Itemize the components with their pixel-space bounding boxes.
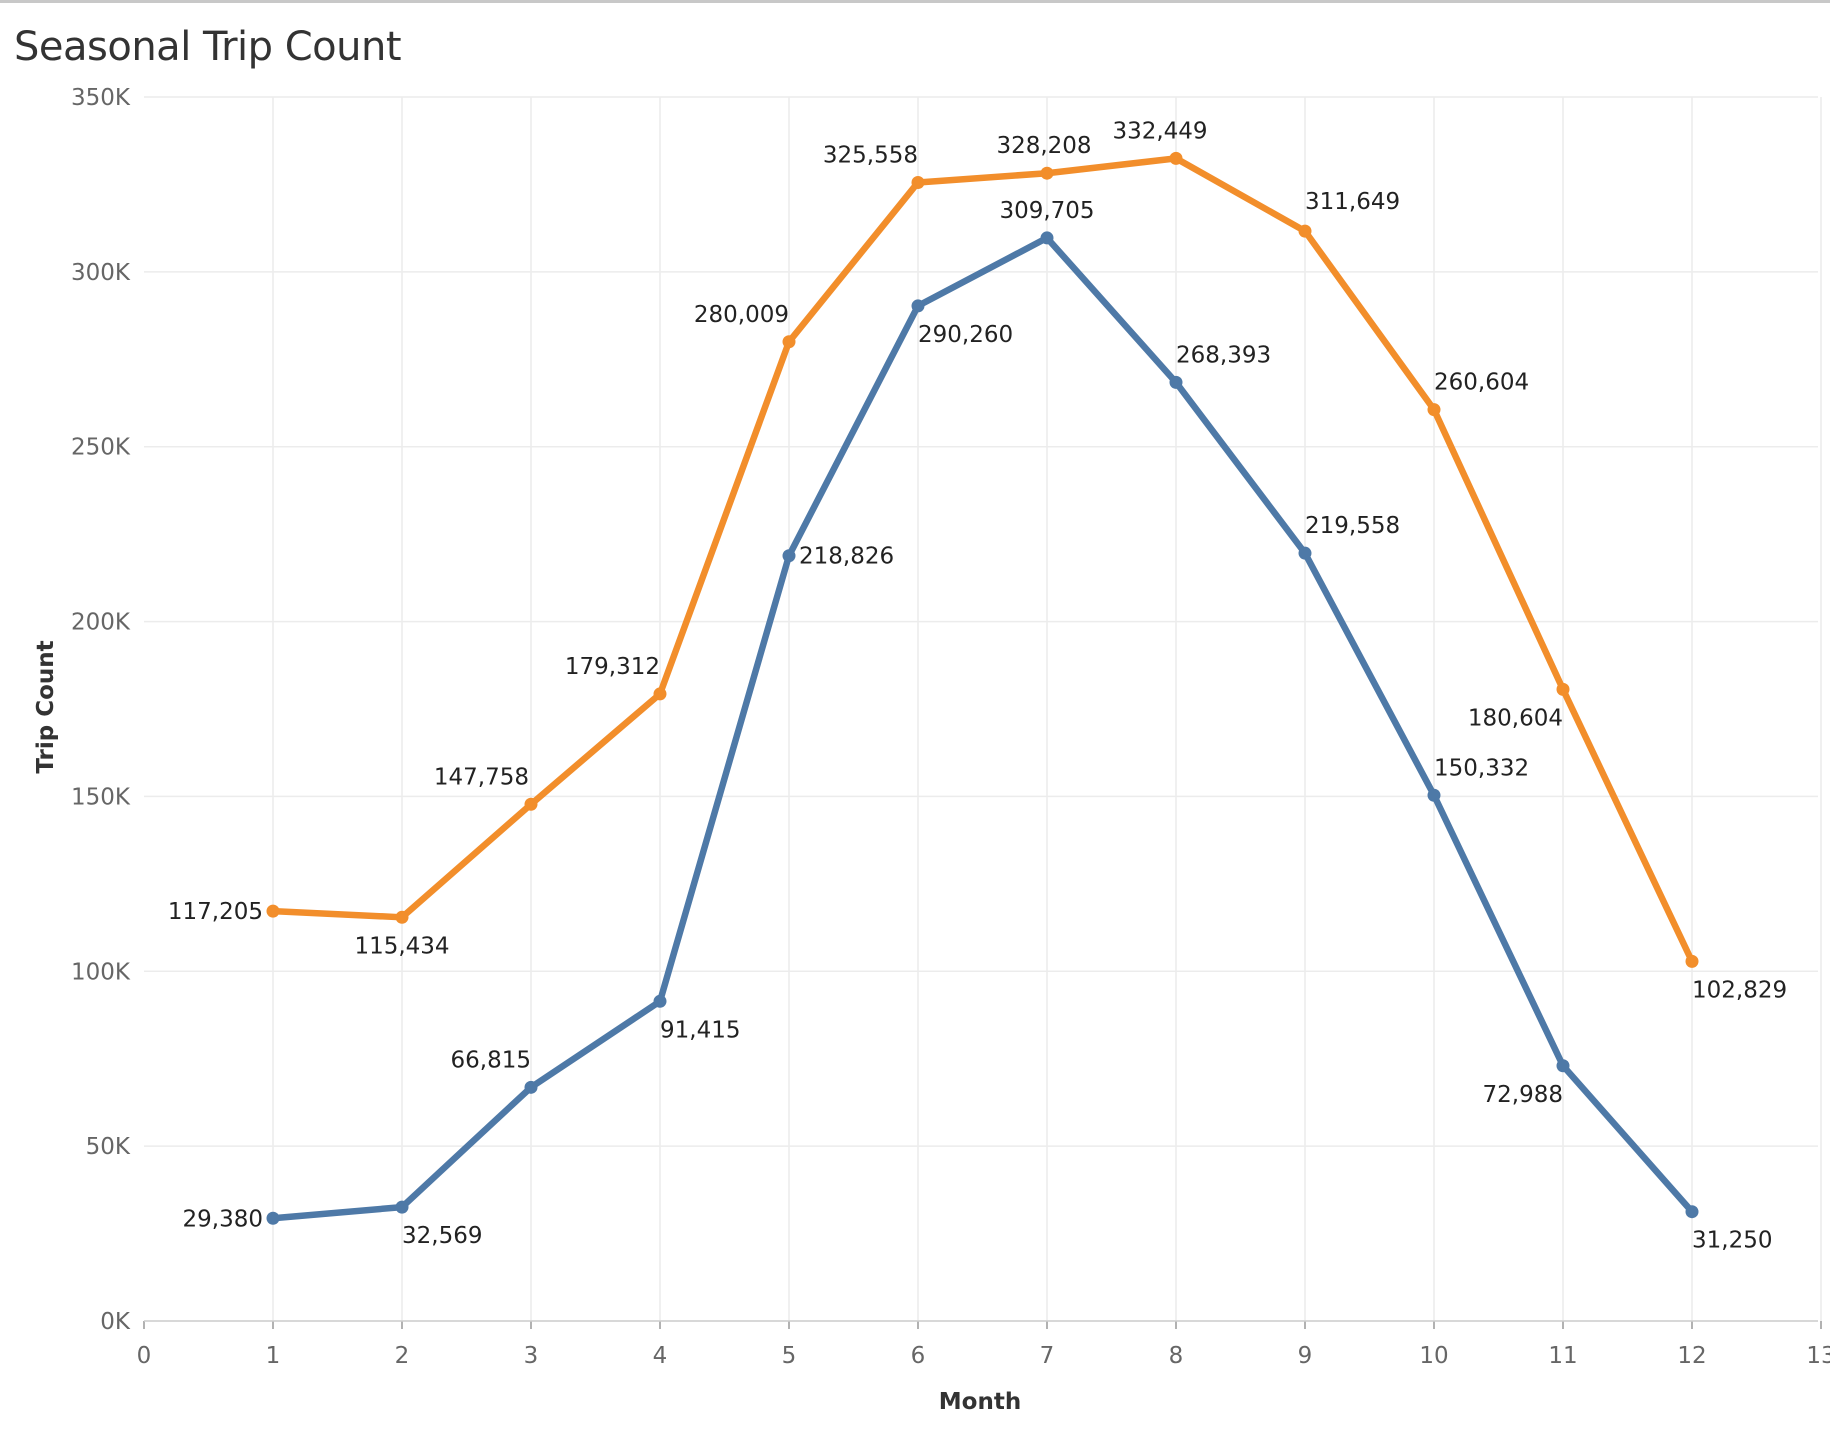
x-tick-label: 3 — [524, 1343, 539, 1369]
data-label: 72,988 — [1483, 1082, 1563, 1108]
data-label: 66,815 — [451, 1047, 531, 1073]
y-tick-label: 200K — [71, 610, 131, 636]
data-point — [1169, 151, 1183, 165]
data-point — [782, 549, 796, 563]
x-tick-label: 7 — [1040, 1343, 1055, 1369]
data-point — [1169, 375, 1183, 389]
x-tick-label: 5 — [782, 1343, 797, 1369]
y-tick-label: 50K — [86, 1134, 131, 1160]
data-label: 102,829 — [1692, 977, 1787, 1003]
data-point — [653, 994, 667, 1008]
data-point — [1685, 1205, 1699, 1219]
y-tick-label: 300K — [71, 260, 131, 286]
data-label: 309,705 — [999, 198, 1094, 224]
x-tick-label: 9 — [1298, 1343, 1313, 1369]
data-label: 218,826 — [799, 544, 894, 570]
x-tick-label: 8 — [1169, 1343, 1184, 1369]
axes: 0 1 2 3 4 5 6 7 8 9 10 11 12 130K50K100K150K200K250K3… — [71, 85, 1830, 1369]
data-label: 219,558 — [1305, 513, 1400, 539]
data-label: 311,649 — [1305, 189, 1400, 215]
y-tick-label: 100K — [71, 959, 131, 985]
data-point — [1427, 788, 1441, 802]
data-label: 325,558 — [823, 142, 918, 168]
data-label: 115,434 — [354, 933, 449, 959]
series-line — [269, 234, 1696, 1222]
x-tick-label: 11 — [1548, 1343, 1577, 1369]
series-layer — [266, 151, 1699, 1225]
x-tick-label: 1 — [266, 1343, 281, 1369]
y-tick-label: 350K — [71, 85, 131, 111]
data-label: 32,569 — [402, 1223, 482, 1249]
data-label: 290,260 — [918, 322, 1013, 348]
x-tick-label: 12 — [1677, 1343, 1706, 1369]
data-point — [911, 175, 925, 189]
data-point — [524, 1080, 538, 1094]
data-label: 150,332 — [1434, 755, 1529, 781]
data-labels: 117,205 115,434 147,758 179,312 280,009 325,5… — [168, 118, 1787, 1253]
data-label: 268,393 — [1176, 342, 1271, 368]
data-point — [266, 1211, 280, 1225]
data-label: 180,604 — [1468, 705, 1563, 731]
data-label: 179,312 — [565, 654, 660, 680]
data-point — [1298, 224, 1312, 238]
data-point — [1298, 546, 1312, 560]
data-point — [653, 687, 667, 701]
data-point — [395, 1200, 409, 1214]
data-label: 91,415 — [660, 1017, 740, 1043]
chart-title: Seasonal Trip Count — [14, 24, 402, 70]
y-axis-title: Trip Count — [33, 640, 59, 773]
x-tick-label: 4 — [653, 1343, 668, 1369]
data-point — [1040, 231, 1054, 245]
data-label: 260,604 — [1434, 370, 1529, 396]
x-axis-title: Month — [939, 1389, 1021, 1415]
x-tick-label: 6 — [911, 1343, 926, 1369]
x-tick-label: 10 — [1419, 1343, 1448, 1369]
data-label: 147,758 — [434, 764, 529, 790]
data-label: 332,449 — [1112, 118, 1207, 144]
x-tick-label: 0 — [137, 1343, 152, 1369]
data-point — [1556, 682, 1570, 696]
top-border — [0, 0, 1830, 3]
data-label: 328,208 — [996, 133, 1091, 159]
y-tick-label: 150K — [71, 784, 131, 810]
data-label: 117,205 — [168, 899, 263, 925]
y-tick-label: 0K — [100, 1309, 131, 1335]
data-label: 280,009 — [694, 302, 789, 328]
x-tick-label: 2 — [395, 1343, 410, 1369]
series-line — [269, 155, 1696, 965]
y-tick-label: 250K — [71, 435, 131, 461]
data-point — [782, 335, 796, 349]
data-label: 31,250 — [1692, 1228, 1772, 1254]
data-label: 29,380 — [183, 1206, 263, 1232]
data-point — [395, 910, 409, 924]
x-tick-label: 13 — [1806, 1343, 1830, 1369]
data-point — [1427, 403, 1441, 417]
data-point — [524, 797, 538, 811]
data-point — [266, 904, 280, 918]
data-point — [1556, 1059, 1570, 1073]
data-point — [1040, 166, 1054, 180]
data-point — [1685, 954, 1699, 968]
data-point — [911, 299, 925, 313]
